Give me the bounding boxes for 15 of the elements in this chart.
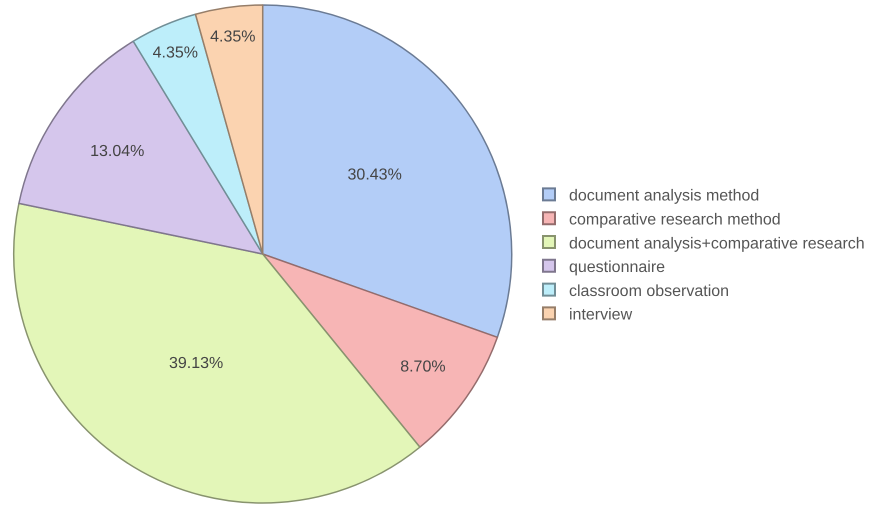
legend-label: document analysis+comparative research [568, 235, 865, 252]
pie-slice [262, 4, 512, 338]
data-label: 4.35% [210, 28, 256, 46]
data-label: 4.35% [152, 44, 198, 62]
legend-label: document analysis method [568, 188, 760, 205]
pie-slice [18, 40, 264, 255]
legend-label: comparative research method [568, 211, 781, 228]
legend-label: classroom observation [568, 282, 730, 300]
data-label: 13.04% [90, 142, 144, 160]
legend-label: interview [568, 306, 633, 324]
legend-label: questionnaire [568, 259, 666, 276]
data-label: 30.43% [348, 166, 402, 184]
data-label: 39.13% [168, 355, 224, 372]
pie-slice [262, 253, 498, 448]
data-label: 8.70% [400, 358, 446, 376]
